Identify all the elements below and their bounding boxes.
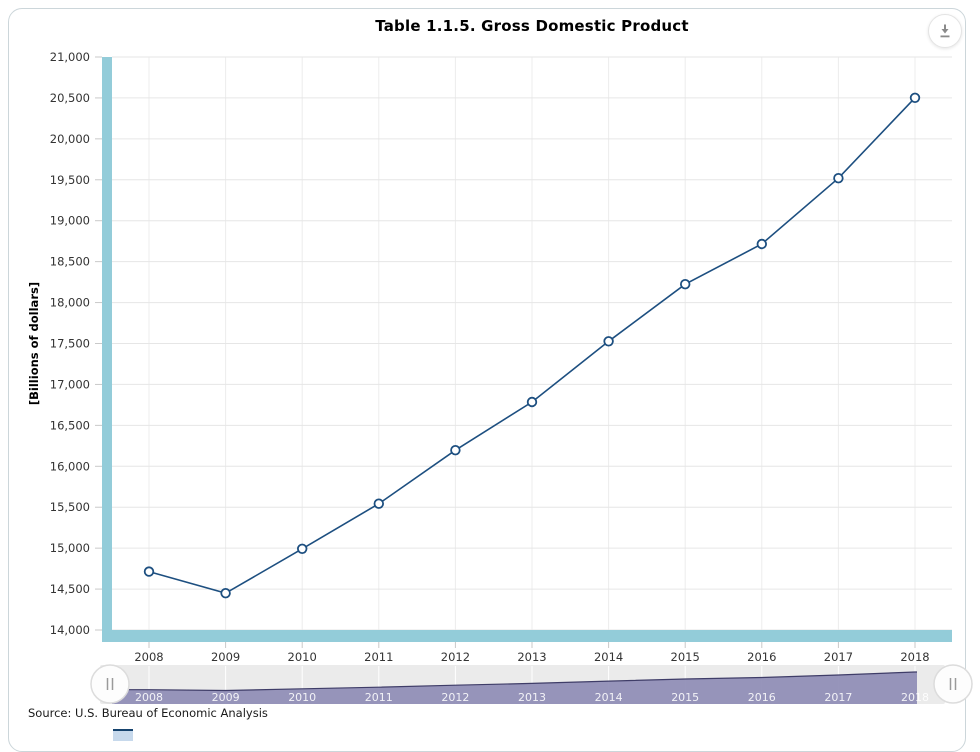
navigator-handle-right[interactable] [933, 664, 973, 704]
data-point-2013[interactable] [526, 396, 538, 408]
legend-series-swatch[interactable] [113, 729, 133, 741]
data-point-2012[interactable] [450, 445, 461, 456]
data-point-2009[interactable] [220, 588, 231, 599]
data-point-2015[interactable] [680, 279, 691, 290]
source-note: Source: U.S. Bureau of Economic Analysis [28, 706, 268, 720]
data-point-2014[interactable] [603, 336, 614, 347]
data-point-2018[interactable] [909, 92, 921, 104]
download-button[interactable] [928, 14, 962, 48]
download-icon [940, 24, 950, 38]
navigator-handle-right-circle [933, 664, 973, 704]
navigator-track[interactable] [100, 665, 945, 704]
navigator-handle-left-circle [90, 664, 130, 704]
chart-card [8, 8, 966, 752]
data-point-2016[interactable] [756, 238, 768, 250]
data-point-2010[interactable] [297, 543, 308, 555]
navigator-handle-left[interactable] [90, 664, 130, 704]
data-point-2011[interactable] [373, 498, 385, 509]
chart-title: Table 1.1.5. Gross Domestic Product [375, 17, 689, 35]
data-point-2017[interactable] [833, 172, 844, 184]
page: { "source_note": "Source: U.S. Bureau of… [8, 8, 973, 752]
data-point-2008[interactable] [143, 566, 155, 577]
